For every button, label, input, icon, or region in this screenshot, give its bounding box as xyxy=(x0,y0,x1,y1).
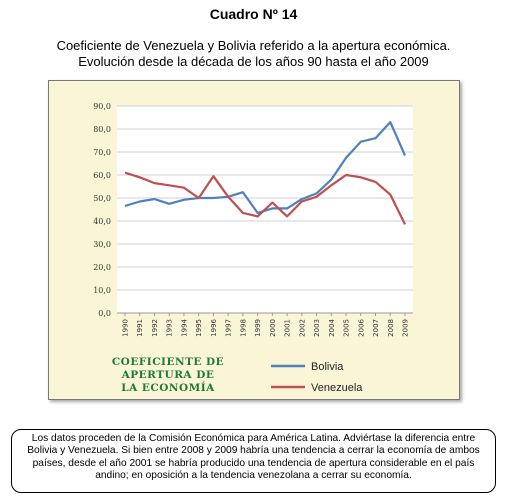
chart-frame: 0,0 10,0 20,0 30,0 40,0 50,0 60,0 70,0 80,0 90,0 … xyxy=(48,80,460,400)
y-tick-label: 30,0 xyxy=(93,240,111,249)
x-tick-label: 2001 xyxy=(284,319,292,337)
x-tick-label: 2008 xyxy=(387,319,395,337)
x-tick-label: 2003 xyxy=(313,319,321,337)
y-tick-label: 70,0 xyxy=(93,148,111,157)
x-tick-label: 2004 xyxy=(328,318,336,336)
x-tick-label: 1996 xyxy=(210,318,218,336)
x-tick-label: 2005 xyxy=(343,319,351,337)
series-lines xyxy=(124,120,407,225)
x-tick-label: 1994 xyxy=(180,318,188,336)
chart-heading: Cuadro Nº 14 xyxy=(209,6,298,22)
y-tick-label: 50,0 xyxy=(93,194,111,203)
gridlines xyxy=(117,105,413,314)
caption-line-2: APERTURA DE xyxy=(121,369,215,381)
x-tick-label: 2000 xyxy=(269,319,277,337)
legend-label-venezuela: Venezuela xyxy=(311,382,363,394)
legend-label-bolivia: Bolivia xyxy=(311,361,344,373)
chart-subtitle-line-2: Evolución desde la década de los años 90… xyxy=(78,54,429,69)
x-tick-label: 1998 xyxy=(239,319,247,337)
x-tick-label: 1990 xyxy=(122,319,130,337)
x-tick-label: 2007 xyxy=(372,319,380,337)
y-tick-label: 40,0 xyxy=(93,217,111,226)
y-tick-label: 0,0 xyxy=(98,309,111,318)
x-tick-label: 2002 xyxy=(298,319,306,337)
x-tick-label: 1991 xyxy=(136,319,144,337)
y-tick-label: 20,0 xyxy=(93,263,111,272)
x-axis-ticks: 1990 1991 1992 1993 1994 1995 1996 1997 1998 1999… xyxy=(122,313,410,337)
y-tick-label: 10,0 xyxy=(93,286,111,295)
y-tick-label: 90,0 xyxy=(93,102,111,111)
x-tick-label: 1992 xyxy=(151,319,159,337)
series-line-venezuela xyxy=(124,171,406,225)
source-note: Los datos proceden de la Comisión Económ… xyxy=(11,429,496,493)
caption-line-3: LA ECONOMÍA xyxy=(121,380,215,394)
x-tick-label: 1999 xyxy=(254,319,262,337)
legend: Bolivia Venezuela xyxy=(271,361,363,394)
x-tick-label: 2006 xyxy=(357,318,365,336)
x-tick-label: 1995 xyxy=(195,319,203,337)
x-tick-label: 2009 xyxy=(402,319,410,337)
x-tick-label: 1997 xyxy=(225,319,233,337)
y-tick-label: 60,0 xyxy=(93,171,111,180)
line-chart: 0,010,020,030,040,050,060,070,080,090,0 … xyxy=(93,102,413,394)
y-axis-ticks: 0,0 10,0 20,0 30,0 40,0 50,0 60,0 70,0 80,0 90,0 xyxy=(93,102,111,318)
x-tick-label: 1993 xyxy=(166,319,174,337)
chart-subtitle-line-1: Coeficiente de Venezuela y Bolivia refer… xyxy=(56,38,451,53)
caption-line-1: COEFICIENTE DE xyxy=(112,356,224,368)
chart-caption: COEFICIENTE DE APERTURA DE LA ECONOMÍA xyxy=(112,356,224,394)
y-tick-label: 80,0 xyxy=(93,125,111,134)
